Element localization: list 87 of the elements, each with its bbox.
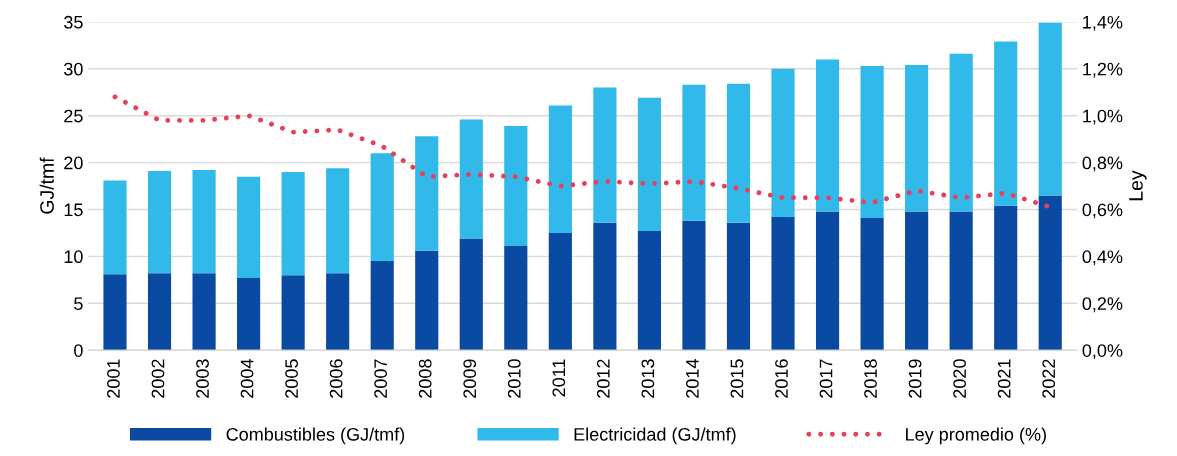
y2-axis-title: Ley	[1129, 170, 1147, 201]
x-tick-label: 2001	[107, 359, 120, 398]
x-tick-label: 2021	[997, 359, 1011, 398]
bar	[147, 273, 172, 351]
y2-tick-label: 1,4%	[1083, 15, 1123, 31]
y-tick-label: 20	[64, 156, 83, 170]
bar	[103, 274, 127, 351]
y-tick-label: 5	[74, 297, 83, 311]
bar	[326, 168, 350, 274]
bar	[771, 217, 795, 351]
bar	[815, 59, 840, 212]
bar	[237, 176, 261, 278]
bar	[370, 153, 394, 262]
x-tick-label: 2016	[775, 359, 788, 398]
bar	[593, 222, 617, 351]
bar	[593, 87, 617, 223]
bar	[415, 250, 439, 351]
bar	[860, 217, 884, 351]
bar	[370, 261, 394, 351]
y-axis-title: GJ/tmf	[39, 157, 54, 214]
bar	[994, 41, 1018, 206]
bar	[726, 222, 751, 351]
x-tick-label: 2004	[240, 359, 254, 398]
y2-tick-label: 0,8%	[1082, 156, 1123, 172]
x-tick-label: 2007	[374, 359, 388, 398]
bar	[281, 171, 305, 276]
x-tick-label: 2020	[953, 359, 967, 398]
bar	[281, 275, 305, 351]
legend-label: Ley promedio (%)	[906, 427, 1046, 445]
x-tick-label: 2013	[641, 359, 655, 398]
y-tick-label: 0	[74, 344, 83, 357]
bar	[771, 68, 795, 217]
x-tick-label: 2003	[196, 359, 209, 398]
bar	[994, 205, 1018, 351]
x-tick-label: 2002	[151, 359, 165, 398]
bar	[905, 211, 929, 351]
bar	[905, 65, 929, 212]
y-tick-label: 30	[64, 62, 83, 76]
bar	[147, 171, 172, 274]
bar	[682, 84, 706, 221]
x-tick-label: 2017	[819, 359, 833, 398]
x-tick-label: 2006	[329, 359, 343, 398]
y2-tick-label: 1,2%	[1083, 62, 1123, 78]
bar	[637, 231, 661, 351]
y-tick-label: 35	[64, 15, 83, 29]
bar	[459, 119, 483, 239]
y-tick-label: 10	[64, 250, 83, 264]
bar	[860, 65, 884, 218]
bar	[1038, 22, 1062, 196]
bar	[682, 220, 706, 351]
x-tick-label: 2012	[596, 359, 610, 398]
bar	[504, 126, 528, 247]
bar	[192, 273, 216, 351]
x-tick-label: 2008	[418, 359, 432, 398]
x-tick-label: 2010	[507, 359, 521, 398]
bar	[726, 83, 751, 223]
bar	[103, 180, 127, 275]
x-tick-label: 2015	[730, 359, 744, 398]
y2-tick-label: 0,6%	[1082, 203, 1123, 219]
x-tick-label: 2014	[686, 359, 699, 398]
bar	[415, 136, 439, 251]
bar	[548, 232, 572, 351]
x-tick-label: 2022	[1042, 359, 1056, 398]
x-tick-label: 2018	[864, 359, 877, 398]
bar	[548, 105, 572, 233]
bar	[237, 277, 261, 351]
x-tick-label: 2005	[285, 359, 298, 398]
bar	[637, 97, 661, 232]
bar	[815, 211, 840, 351]
x-tick-label: 2009	[463, 359, 477, 398]
bar	[504, 246, 528, 351]
y-tick-label: 25	[64, 109, 83, 123]
x-tick-label: 2011	[552, 359, 566, 397]
legend-label: Electricidad (GJ/tmf)	[574, 427, 736, 445]
y2-tick-label: 0,0%	[1082, 344, 1123, 360]
bar	[192, 170, 216, 274]
bar	[949, 53, 973, 212]
y2-tick-label: 0,4%	[1082, 250, 1123, 266]
legend-label: Combustibles (GJ/tmf)	[226, 427, 405, 445]
bar	[459, 238, 483, 351]
y-tick-label: 15	[64, 203, 83, 217]
bar	[326, 273, 350, 351]
x-tick-label: 2019	[908, 359, 922, 398]
y2-tick-label: 0,2%	[1082, 297, 1123, 313]
y2-tick-label: 1,0%	[1083, 109, 1123, 125]
bar	[949, 211, 973, 351]
bar	[1038, 195, 1062, 351]
